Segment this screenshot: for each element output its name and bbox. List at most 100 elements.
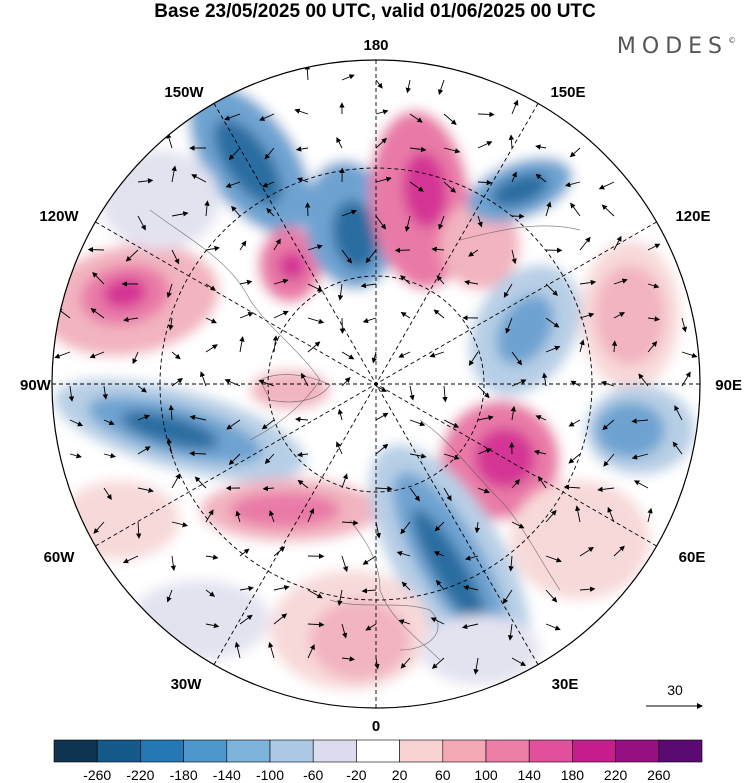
wind-vector [631,453,649,460]
wind-vector [443,487,452,502]
wind-vector [409,385,415,401]
wind-vector [307,621,325,628]
wind-vector [137,414,151,421]
wind-vector [341,520,359,526]
wind-vector [273,278,289,285]
colorbar-swatch [53,739,98,763]
wind-vector [477,111,495,118]
wind-vector [268,641,275,659]
anomaly-patch [103,277,147,309]
wind-vector [404,215,411,232]
wind-vector [205,344,218,353]
meridians [52,60,700,708]
wind-vector [341,555,349,573]
wind-vector [225,181,241,188]
wind-vector [171,351,181,360]
wind-vector [137,178,154,184]
wind-vector [607,506,615,523]
anomaly-field [52,60,700,708]
reference-vector: 30 [646,682,703,709]
wind-vector [502,589,513,604]
wind-vector [205,283,216,291]
wind-vector [375,443,389,455]
wind-vector [205,554,219,560]
colorbar-tick-label: 260 [647,767,671,783]
wind-vector [438,79,445,95]
wind-vector [400,275,411,285]
wind-vector [69,419,84,427]
wind-vector [545,623,561,631]
colorbar-swatch [312,739,357,763]
wind-vector [474,521,481,534]
colorbar-tick-label: -20 [346,767,366,783]
wind-vector [503,283,513,298]
wind-vector [463,585,479,591]
wind-vector [477,448,492,455]
wind-vector [375,412,389,421]
wind-vector [400,521,411,535]
wind-vector [136,521,142,539]
wind-vector [341,623,348,639]
wind-vector [436,275,445,285]
anomaly-patch [230,492,340,528]
wind-vector [137,487,154,493]
wind-vector [631,418,649,424]
wind-vector [239,336,245,353]
colorbar-tick-label: 180 [561,767,585,783]
wind-vector [507,623,514,641]
anomaly-patch [310,600,410,680]
wind-vector [92,271,105,285]
wind-vector [545,589,558,603]
wind-vector [239,279,253,286]
wind-vector [360,282,377,289]
wind-vector [443,181,456,193]
wind-vector [600,380,615,387]
wind-vector [533,449,547,455]
brand-mark: © [728,36,736,45]
wind-vector [597,486,615,493]
wind-vector [508,134,515,149]
wind-vectors [54,64,698,675]
wind-vector [170,555,176,571]
wind-vector [613,545,625,557]
colorbar-swatch [96,739,141,763]
wind-vector [273,310,289,319]
wind-vector [194,476,207,489]
wind-vector [430,617,445,625]
wind-vector [259,113,275,121]
wind-vector [477,487,490,494]
wind-vector [473,657,479,675]
wind-vector [579,236,591,251]
wind-vector [273,238,281,251]
wind-vector [545,345,561,353]
wind-vector [365,623,377,631]
wind-vector [461,623,479,630]
wind-vector [239,311,254,319]
wind-vector [542,372,548,387]
wind-vector [68,385,75,402]
wind-vector [511,171,517,183]
meridian-line [95,221,657,547]
wind-vector [239,548,250,557]
colorbar-tick-label: -60 [303,767,323,783]
wind-vector [336,441,343,455]
wind-vector [295,146,309,152]
wind-vector [510,405,516,421]
wind-vector [438,215,445,230]
label-0: 0 [372,718,380,735]
wind-vector [273,585,290,591]
wind-vector [613,312,625,319]
wind-vector [409,419,426,427]
wind-vector [307,317,325,324]
wind-vector [400,657,411,669]
anomaly-patch [496,294,554,366]
wind-vector [297,479,309,489]
anomaly-patch [595,265,665,365]
wind-vector [477,385,490,399]
wind-vector [436,579,445,591]
colorbar-tick-label: -180 [170,767,198,783]
wind-vector [171,249,180,265]
wind-vector [579,312,595,319]
anomaly-patch [440,200,520,290]
wind-vector [337,283,344,301]
